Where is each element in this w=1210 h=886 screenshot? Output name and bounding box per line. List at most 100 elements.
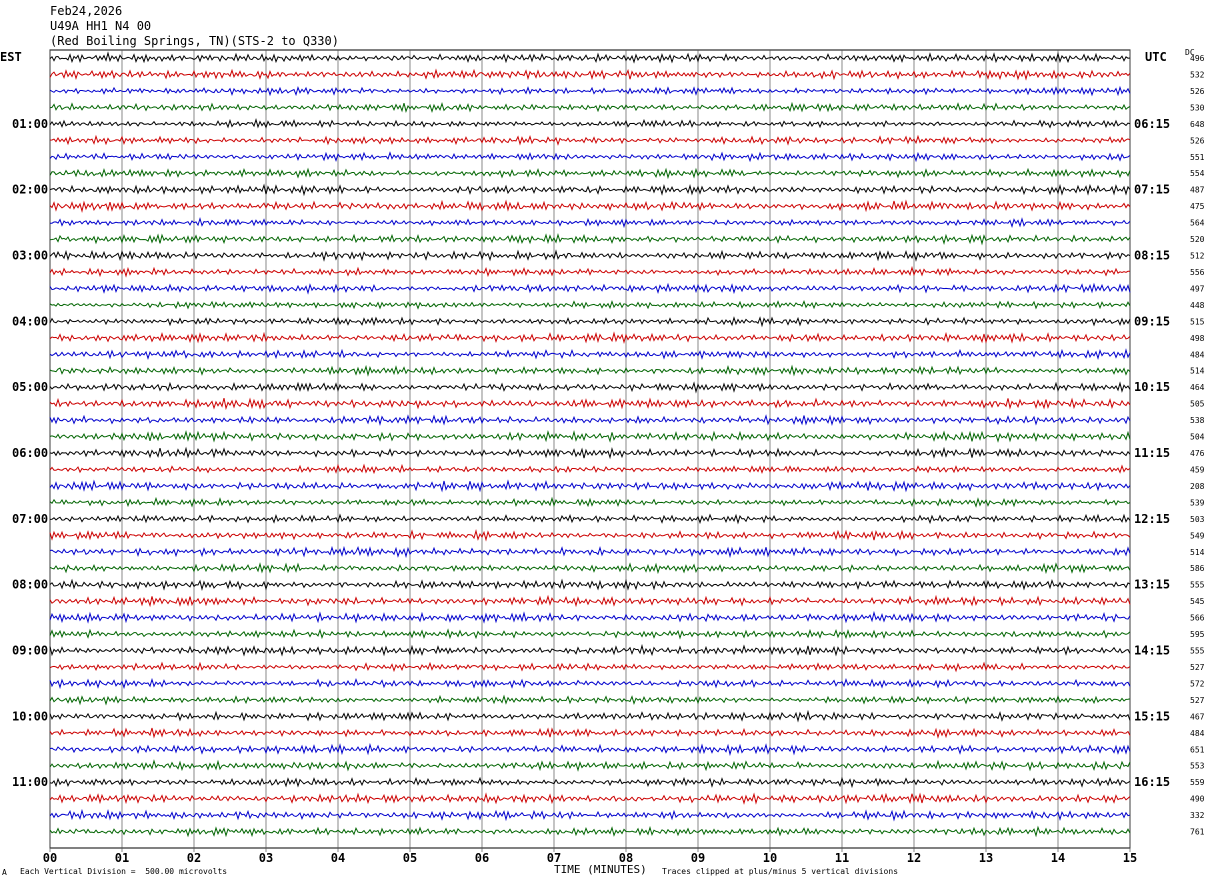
dc-offset-label: 539: [1190, 498, 1205, 507]
dc-offset-label: 566: [1190, 614, 1205, 623]
dc-offset-label: 527: [1190, 696, 1205, 705]
dc-offset-label: 476: [1190, 449, 1205, 458]
dc-offset-label: 586: [1190, 564, 1205, 573]
dc-offset-label: 448: [1190, 301, 1205, 310]
x-tick-label: 06: [475, 851, 489, 865]
seismic-trace: [49, 513, 1131, 525]
right-hour-label: 12:15: [1134, 512, 1170, 526]
dc-offset-label: 555: [1190, 581, 1205, 590]
x-tick-label: 08: [619, 851, 633, 865]
left-hour-label: 03:00: [12, 249, 48, 263]
dc-offset-label: 648: [1190, 120, 1205, 129]
footer-mark: A: [2, 868, 7, 877]
right-hour-label: 09:15: [1134, 314, 1170, 328]
dc-offset-label: 490: [1190, 795, 1205, 804]
seismic-trace: [49, 776, 1131, 789]
left-hour-label: 02:00: [12, 183, 48, 197]
dc-offset-label: 505: [1190, 400, 1205, 409]
dc-label: DC: [1185, 48, 1195, 57]
footer-division-note: Each Vertical Division = 500.00 microvol…: [20, 867, 228, 876]
right-hour-label: 08:15: [1134, 249, 1170, 263]
left-hour-label: 07:00: [12, 512, 48, 526]
x-tick-label: 04: [331, 851, 345, 865]
right-hour-label: 15:15: [1134, 709, 1170, 723]
seismic-trace: [49, 117, 1131, 129]
seismic-trace: [49, 85, 1131, 97]
dc-offset-label: 651: [1190, 745, 1205, 754]
seismic-trace: [49, 232, 1131, 246]
seismic-trace: [49, 282, 1131, 295]
seismic-trace: [49, 709, 1131, 723]
seismic-trace: [49, 759, 1131, 772]
header-date: Feb24,2026: [50, 4, 123, 18]
left-hour-label: 01:00: [12, 117, 48, 131]
dc-offset-label: 467: [1190, 712, 1205, 721]
seismic-trace: [49, 677, 1131, 690]
left-hour-label: 04:00: [12, 314, 48, 328]
dc-offset-label: 484: [1190, 729, 1205, 738]
seismic-trace: [49, 265, 1131, 278]
dc-offset-label: 553: [1190, 762, 1205, 771]
seismic-trace: [49, 742, 1131, 757]
right-hour-label: 13:15: [1134, 578, 1170, 592]
trace-group: [49, 51, 1131, 838]
x-tick-label: 03: [259, 851, 273, 865]
right-hour-label: 07:15: [1134, 183, 1170, 197]
dc-offset-label: 520: [1190, 235, 1205, 244]
seismic-trace: [49, 151, 1131, 163]
dc-offset-label: 475: [1190, 202, 1205, 211]
right-hour-label: 16:15: [1134, 775, 1170, 789]
seismic-trace: [49, 216, 1131, 229]
seismic-trace: [49, 694, 1131, 706]
left-hour-label: 06:00: [12, 446, 48, 460]
seismic-trace: [49, 331, 1131, 344]
dc-offset-label: 459: [1190, 465, 1205, 474]
dc-offset-label: 559: [1190, 778, 1205, 787]
seismic-trace: [49, 397, 1131, 411]
seismic-trace: [49, 167, 1131, 180]
x-tick-label: 12: [907, 851, 921, 865]
seismic-trace: [49, 643, 1131, 657]
x-tick-label: 09: [691, 851, 705, 865]
seismic-trace: [49, 199, 1131, 213]
seismic-trace: [49, 825, 1131, 838]
dc-offset-label: 530: [1190, 103, 1205, 112]
seismic-trace: [49, 51, 1131, 64]
seismic-trace: [49, 496, 1131, 508]
dc-offset-label: 545: [1190, 597, 1205, 606]
right-hour-label: 10:15: [1134, 380, 1170, 394]
seismic-trace: [49, 808, 1131, 822]
x-tick-label: 14: [1051, 851, 1065, 865]
seismic-trace: [49, 628, 1131, 640]
x-tick-label: 11: [835, 851, 849, 865]
dc-offset-label: 515: [1190, 317, 1205, 326]
dc-offset-label: 595: [1190, 630, 1205, 639]
right-timezone-label: UTC: [1145, 50, 1167, 64]
dc-offset-label: 497: [1190, 284, 1205, 293]
seismic-trace: [49, 134, 1131, 146]
seismic-trace: [49, 101, 1131, 114]
header-station: U49A HH1 N4 00: [50, 19, 152, 33]
dc-offset-label: 503: [1190, 515, 1205, 524]
seismic-trace: [49, 299, 1131, 310]
seismic-trace: [49, 364, 1131, 377]
x-axis-title: TIME (MINUTES): [554, 863, 647, 876]
seismic-trace: [49, 429, 1131, 443]
dc-offset-label: 551: [1190, 153, 1205, 162]
left-hour-label: 08:00: [12, 578, 48, 592]
left-hour-label: 11:00: [12, 775, 48, 789]
x-tick-label: 10: [763, 851, 777, 865]
seismic-trace: [49, 183, 1131, 197]
seismic-trace: [49, 446, 1131, 460]
dc-offset-label: 487: [1190, 186, 1205, 195]
seismic-trace: [49, 348, 1131, 360]
dc-offset-label: 208: [1190, 482, 1205, 491]
right-hour-label: 14:15: [1134, 644, 1170, 658]
x-tick-label: 07: [547, 851, 561, 865]
label-group: 00 01 02 03 04 05 06 07 08 09 10 11 12 13 14 15 496 532 52…: [12, 54, 1205, 865]
x-tick-label: 05: [403, 851, 417, 865]
dc-offset-label: 572: [1190, 679, 1205, 688]
seismic-trace: [49, 578, 1131, 591]
seismic-trace: [49, 610, 1131, 624]
seismic-trace: [49, 316, 1131, 328]
